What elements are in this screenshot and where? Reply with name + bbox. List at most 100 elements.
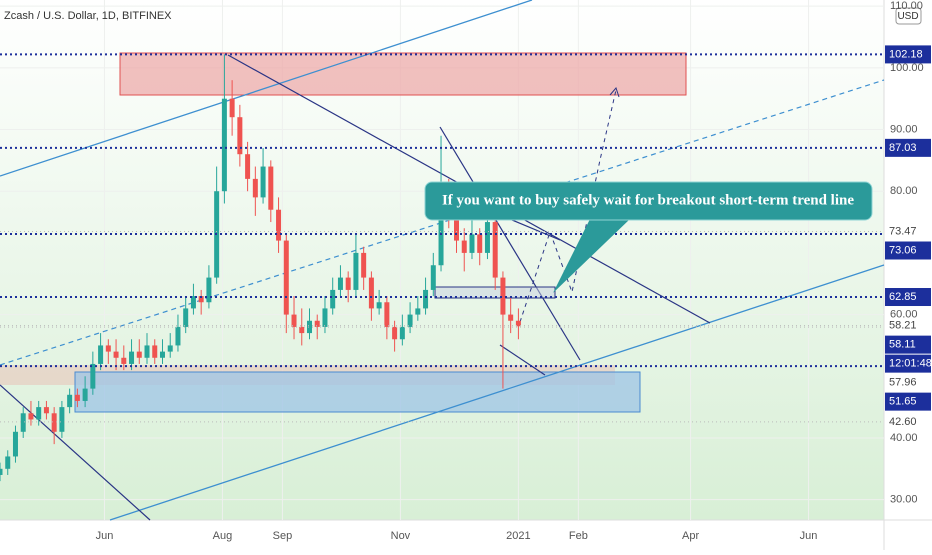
candle-body — [492, 222, 498, 278]
price-label: 87.03 — [889, 142, 917, 154]
candle-body — [82, 388, 88, 401]
x-tick-label: Nov — [391, 530, 411, 542]
candle-body — [322, 308, 328, 327]
candle-body — [368, 277, 374, 309]
callout-box — [424, 181, 873, 221]
candle-body — [0, 468, 3, 475]
candle-body — [415, 308, 421, 315]
candle-body — [268, 166, 274, 210]
price-label-bg — [885, 335, 931, 354]
y-tick-label: 30.00 — [890, 494, 918, 506]
price-label: 62.85 — [889, 291, 917, 303]
candle-body — [399, 326, 405, 340]
trend-line — [499, 344, 546, 376]
y-tick-label: 60.00 — [890, 308, 918, 320]
y-tick-label: 40.00 — [890, 432, 918, 444]
price-label-bg — [885, 45, 931, 64]
candle-body — [461, 240, 467, 253]
channel-line — [109, 264, 885, 521]
candle-body — [337, 277, 343, 290]
candle-body — [407, 314, 413, 327]
arrow-head — [609, 87, 620, 98]
price-label: 58.21 — [889, 320, 917, 332]
price-label: 73.47 — [889, 225, 917, 237]
price-axis — [884, 0, 932, 550]
price-label-bg — [885, 354, 931, 373]
candle-body — [206, 277, 212, 303]
candle-body — [500, 277, 506, 315]
candle-body — [152, 345, 158, 358]
candle-body — [229, 98, 235, 118]
price-label: 51.65 — [889, 396, 917, 408]
candle-body — [252, 178, 258, 198]
x-tick-label: Jun — [800, 530, 818, 542]
candle-body — [43, 407, 49, 414]
price-label-bg — [885, 288, 931, 307]
price-label: 73.06 — [889, 244, 917, 256]
callout: If you want to buy safely wait for break… — [424, 181, 873, 293]
y-tick-label: 90.00 — [890, 123, 918, 135]
price-label-bg — [885, 392, 931, 411]
candle-body — [183, 308, 189, 327]
candle-body — [245, 154, 251, 179]
candle-body — [299, 326, 305, 334]
candle-body — [515, 320, 521, 327]
x-tick-label: Sep — [273, 530, 293, 542]
candle-body — [198, 296, 204, 303]
candle-body — [121, 357, 127, 364]
price-label-bg — [885, 138, 931, 157]
price-label: 102.18 — [889, 48, 923, 60]
candle-body — [484, 222, 490, 253]
candle-body — [306, 320, 312, 334]
price-label: 42.60 — [889, 416, 917, 428]
currency-box — [895, 7, 922, 25]
candle-body — [221, 98, 227, 192]
time-axis — [0, 520, 932, 550]
price-label: 12:01:48 — [889, 358, 932, 370]
candle-body — [113, 351, 119, 358]
candle-body — [423, 289, 429, 309]
candle-body — [167, 345, 173, 352]
currency: USD — [897, 11, 918, 22]
candle-body — [136, 351, 142, 358]
candle-body — [105, 345, 111, 352]
symbol-title: Zcash / U.S. Dollar, 1D, BITFINEX — [4, 10, 172, 22]
candle-body — [384, 302, 390, 327]
candle-body — [28, 413, 34, 420]
x-tick-label: 2021 — [506, 530, 530, 542]
y-tick-label: 80.00 — [890, 185, 918, 197]
candle-body — [330, 289, 336, 309]
candle-body — [353, 252, 359, 290]
price-label: 57.96 — [889, 377, 917, 389]
candle-body — [477, 234, 483, 253]
x-tick-label: Aug — [213, 530, 233, 542]
candle-body — [190, 296, 196, 309]
candle-body — [12, 431, 18, 457]
channel-mid — [0, 79, 885, 366]
candle-body — [376, 302, 382, 309]
candle-body — [90, 363, 96, 389]
candle-body — [392, 326, 398, 340]
candle-body — [454, 215, 460, 241]
candle-body — [74, 394, 80, 401]
candle-body — [291, 314, 297, 327]
support-box — [74, 371, 641, 413]
candle-body — [144, 345, 150, 358]
candle-body — [59, 407, 65, 432]
callout-text: If you want to buy safely wait for break… — [442, 192, 854, 208]
candle-body — [430, 265, 436, 290]
candle-body — [67, 394, 73, 408]
trend-line — [439, 126, 581, 361]
candle-body — [175, 326, 181, 346]
candle-body — [260, 166, 266, 198]
candle-body — [36, 407, 42, 420]
price-label: 58.11 — [889, 339, 916, 351]
candle-body — [237, 117, 243, 155]
candle-body — [314, 320, 320, 327]
candle-body — [508, 314, 514, 321]
candle-body — [438, 191, 444, 266]
candle-body — [345, 277, 351, 290]
channel-line — [0, 0, 533, 177]
candle-body — [159, 351, 165, 358]
